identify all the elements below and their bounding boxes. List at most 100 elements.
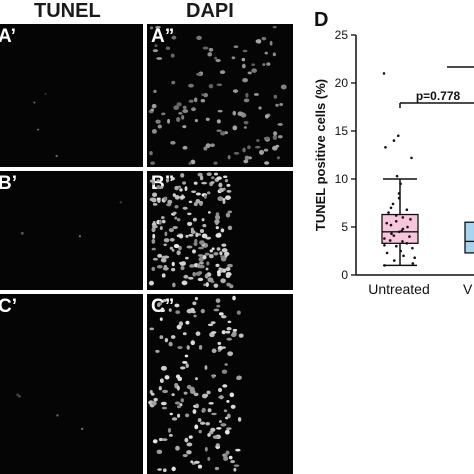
nucleus [243, 159, 249, 164]
nucleus [171, 417, 178, 421]
nucleus [176, 405, 182, 409]
data-point [383, 243, 386, 247]
nucleus [197, 263, 201, 269]
nucleus [151, 266, 156, 272]
nucleus [221, 248, 228, 253]
nucleus [171, 261, 175, 267]
nucleus [230, 460, 235, 464]
panel-label-c-tunel: C’ [0, 296, 17, 317]
data-point [397, 134, 400, 138]
nucleus [160, 365, 167, 371]
nucleus [223, 409, 228, 413]
nucleus [178, 112, 183, 115]
nucleus [203, 146, 208, 151]
nucleus [220, 228, 225, 233]
nucleus [211, 176, 215, 180]
nucleus [167, 199, 173, 205]
tunel-speck [16, 393, 20, 397]
data-point [401, 240, 404, 243]
nucleus [193, 97, 198, 103]
nucleus [151, 247, 156, 251]
nucleus [216, 304, 221, 308]
nucleus [160, 216, 165, 219]
nucleus [175, 445, 180, 451]
nucleus [174, 185, 179, 191]
dapi-panel-a: A” [147, 24, 293, 167]
nucleus [280, 84, 287, 90]
nucleus [216, 119, 221, 124]
nucleus [232, 110, 237, 116]
nucleus [251, 68, 258, 73]
nucleus [190, 460, 194, 464]
data-point [387, 211, 390, 214]
nucleus [226, 282, 232, 287]
data-point [385, 221, 389, 225]
nucleus [203, 194, 207, 199]
nucleus [255, 145, 261, 149]
data-point [392, 234, 396, 237]
nucleus [157, 124, 162, 129]
nucleus [153, 397, 158, 402]
nucleus [225, 267, 231, 272]
nucleus [245, 92, 249, 98]
nucleus [272, 52, 276, 57]
nucleus [198, 345, 203, 350]
nucleus [194, 296, 198, 301]
nucleus [213, 161, 218, 165]
nucleus [193, 202, 198, 207]
data-point [398, 230, 401, 234]
nucleus [243, 126, 247, 129]
nucleus [206, 191, 211, 195]
nucleus [180, 173, 185, 178]
nucleus [242, 147, 246, 153]
nucleus [220, 131, 226, 136]
nucleus [227, 210, 233, 214]
data-point [406, 225, 409, 229]
nucleus [226, 327, 232, 331]
nucleus [207, 277, 214, 283]
data-point [384, 146, 387, 149]
tunel-panel-a: A’ [0, 24, 143, 167]
nucleus [194, 460, 200, 464]
nucleus [156, 185, 161, 190]
nucleus [206, 390, 211, 395]
nucleus [224, 363, 228, 366]
nucleus [188, 161, 192, 165]
nucleus [241, 57, 246, 62]
dapi-column-header: DAPI [186, 0, 234, 22]
nucleus [182, 360, 188, 364]
nucleus [170, 335, 176, 339]
nucleus [172, 193, 176, 197]
p-value-annotation: p=0.778 [416, 89, 461, 103]
tunel-speck [33, 101, 36, 104]
data-point [399, 249, 403, 253]
data-point [397, 192, 401, 195]
nucleus [200, 308, 205, 314]
nucleus [199, 201, 203, 206]
dapi-nuclei-b [148, 172, 234, 289]
nucleus [170, 53, 175, 58]
nucleus [163, 255, 170, 259]
nucleus [185, 363, 189, 369]
nucleus [188, 99, 194, 103]
nucleus [161, 406, 167, 410]
nucleus [171, 393, 175, 397]
nucleus [172, 225, 178, 230]
nucleus [218, 312, 224, 316]
nucleus [272, 135, 278, 141]
nucleus [197, 254, 204, 257]
nucleus [152, 192, 158, 198]
nucleus [242, 77, 249, 83]
nucleus [232, 89, 239, 93]
nucleus [183, 391, 188, 395]
nucleus [210, 181, 215, 184]
nucleus [173, 105, 180, 110]
nucleus [199, 264, 205, 269]
nucleus [171, 466, 176, 472]
data-point [408, 235, 411, 238]
nucleus [174, 401, 181, 405]
nucleus [186, 442, 193, 447]
data-point [382, 72, 386, 75]
nucleus [233, 464, 240, 468]
nucleus [207, 211, 211, 214]
